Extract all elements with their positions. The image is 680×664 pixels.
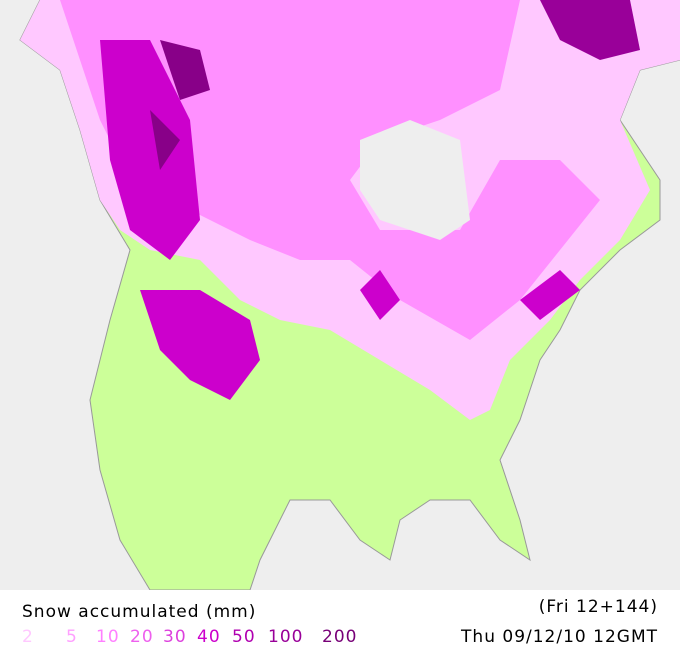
valid-time: Thu 09/12/10 12GMT <box>460 627 658 647</box>
legend-label: 50 <box>232 627 256 647</box>
legend-label: 20 <box>130 627 154 647</box>
legend-label: 30 <box>163 627 187 647</box>
legend-label: 10 <box>96 627 120 647</box>
snow-heavy-east <box>360 270 580 320</box>
snow-heavy-west <box>100 40 200 260</box>
legend-label: 2 <box>22 627 34 647</box>
map <box>0 0 680 591</box>
legend-label: 5 <box>66 627 78 647</box>
legend: 2 5 10 20 30 40 50 100 200 <box>22 627 357 647</box>
legend-label: 40 <box>197 627 221 647</box>
legend-label: 200 <box>322 627 357 647</box>
hudson-bay <box>360 120 470 240</box>
snow-heavy-rockies <box>140 290 260 400</box>
forecast-step: (Fri 12+144) <box>539 597 658 617</box>
legend-label: 100 <box>268 627 303 647</box>
legend-title: Snow accumulated (mm) <box>22 602 256 622</box>
snow-greenland <box>540 0 640 60</box>
legend-panel <box>0 590 680 660</box>
snow-extreme <box>150 40 210 170</box>
